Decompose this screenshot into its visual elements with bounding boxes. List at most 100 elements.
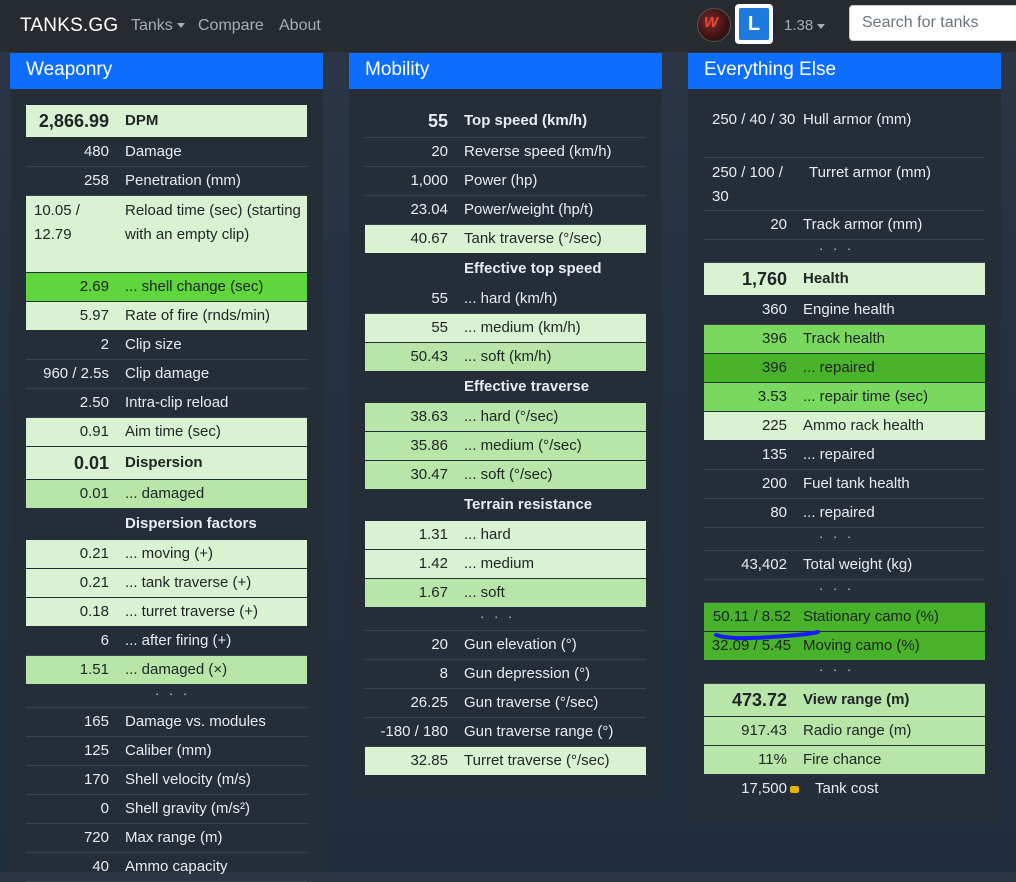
stat-label: Aim time (sec) [125, 423, 221, 440]
stat-value: 32.85 [410, 752, 448, 769]
version-dropdown[interactable]: 1.38 [784, 17, 826, 34]
stat-label: DPM [125, 112, 159, 129]
stat-label: · · · [155, 686, 191, 701]
stat-value: 396 [761, 359, 787, 376]
stat-row: 1,760 Health [704, 263, 985, 296]
nav-tanks-dropdown[interactable]: Tanks [131, 17, 185, 35]
mobility-rows: 55 Top speed (km/h) 20 Reverse speed (km/h… [365, 105, 646, 776]
stat-row: 0.21 ... moving (+) [26, 540, 307, 569]
tank-cost-value: 17,500 [741, 780, 787, 797]
stat-value [365, 608, 464, 630]
stat-value: 0.21 [79, 574, 109, 591]
stat-value: 0.21 [79, 545, 109, 562]
stat-row: 250 / 40 / 30 Hull armor (mm) [704, 105, 985, 158]
stat-label: Fire chance [803, 751, 882, 768]
everything-else-rows: 250 / 40 / 30 Hull armor (mm) 250 / 100 /… [704, 105, 985, 804]
expand-more-row[interactable]: · · · [26, 685, 307, 708]
stat-value: 917.43 [741, 722, 787, 739]
stat-value: 3.53 [757, 388, 787, 405]
stat-label: · · · [480, 609, 516, 624]
stat-row: 32.85 Turret traverse (°/sec) [365, 747, 646, 776]
expand-more-row[interactable]: · · · [704, 661, 985, 684]
brand-logo[interactable]: TANKS.GG [20, 15, 119, 36]
stat-value: 38.63 [410, 408, 448, 425]
stat-label: Total weight (kg) [803, 556, 913, 573]
stat-value [26, 509, 125, 540]
stat-row: 258 Penetration (mm) [26, 167, 307, 196]
stat-value: 225 [761, 417, 787, 434]
stat-row: 50.43 ... soft (km/h) [365, 343, 646, 372]
stat-label: Intra-clip reload [125, 394, 229, 411]
stat-value: 50.43 [410, 348, 448, 365]
stat-label: Tank cost [815, 780, 879, 797]
everything-else-header: Everything Else [688, 53, 1001, 89]
expand-more-row[interactable]: · · · [704, 240, 985, 263]
stat-label: Gun traverse range (°) [464, 723, 614, 740]
stat-label: · · · [819, 241, 855, 256]
nav-compare[interactable]: Compare [198, 17, 264, 34]
stat-value: 10.05 / 12.79 [34, 202, 80, 243]
stat-row: 32.09 / 5.45 Moving camo (%) [704, 632, 985, 661]
stat-value: 125 [83, 742, 109, 759]
stat-row: 917.43 Radio range (m) [704, 717, 985, 746]
expand-more-row[interactable]: · · · [704, 528, 985, 551]
stat-label: Radio range (m) [803, 722, 912, 739]
stat-row: 396 Track health [704, 325, 985, 354]
language-badge-label: L [739, 8, 769, 40]
stat-row: 360 Engine health [704, 296, 985, 325]
everything-else-panel: Everything Else 250 / 40 / 30 Hull armor … [688, 53, 1001, 822]
stat-row: 26.25 Gun traverse (°/sec) [365, 689, 646, 718]
stat-value: 250 / 100 / 30 [712, 164, 783, 205]
stat-label: · · · [819, 662, 855, 677]
stat-row: 23.04 Power/weight (hp/t) [365, 196, 646, 225]
stat-row: 40.67 Tank traverse (°/sec) [365, 225, 646, 254]
stat-row: 2.69 ... shell change (sec) [26, 273, 307, 302]
stat-label: Power/weight (hp/t) [464, 201, 594, 218]
expand-more-row[interactable]: · · · [365, 608, 646, 631]
stat-label: Shell velocity (m/s) [125, 771, 251, 788]
stat-row: 1.51 ... damaged (×) [26, 656, 307, 685]
stat-value: 8 [439, 665, 448, 682]
stat-value: 55 [431, 319, 448, 336]
stat-row: 50.11 / 8.52 Stationary camo (%) [704, 603, 985, 632]
nav-about[interactable]: About [279, 17, 321, 34]
stat-label: ... repaired [803, 446, 875, 463]
stat-value: 360 [761, 301, 787, 318]
stat-row: 11% Fire chance [704, 746, 985, 775]
stat-row: 0.01 ... damaged [26, 480, 307, 509]
weaponry-panel: Weaponry 2,866.99 DPM 480 Damage 258 Penetr… [10, 53, 323, 882]
nav-tanks-label: Tanks [131, 17, 173, 34]
stat-label: Hull armor (mm) [803, 111, 912, 128]
section-heading: Terrain resistance [365, 490, 646, 521]
stat-row: 8 Gun depression (°) [365, 660, 646, 689]
stat-row: 1.31 ... hard [365, 521, 646, 550]
stat-value: 50.11 / 8.52 [712, 608, 791, 625]
stat-value: 20 [431, 143, 448, 160]
expand-more-row[interactable]: · · · [704, 580, 985, 603]
language-badge[interactable]: L [735, 4, 773, 44]
stat-label: ... shell change (sec) [125, 278, 264, 295]
stat-value: 5.97 [79, 307, 109, 324]
stat-row: 5.97 Rate of fire (rnds/min) [26, 302, 307, 331]
stat-label: Dispersion [125, 454, 203, 471]
wargaming-logo-icon[interactable]: W [697, 8, 731, 42]
stat-row: 0 Shell gravity (m/s²) [26, 795, 307, 824]
stat-value: 55 [427, 111, 448, 131]
stat-value: 32.09 / 5.45 [711, 637, 791, 654]
stat-row: 0.18 ... turret traverse (+) [26, 598, 307, 627]
stat-row: 0.01 Dispersion [26, 447, 307, 480]
stat-label: ... hard [464, 526, 511, 543]
stat-value: 6 [100, 632, 109, 649]
search-input[interactable] [849, 5, 1016, 41]
stat-value [365, 372, 464, 403]
stat-row: 40 Ammo capacity [26, 853, 307, 882]
stat-label: · · · [819, 581, 855, 596]
stat-label: Track armor (mm) [803, 216, 923, 233]
stat-label: ... damaged (×) [125, 661, 228, 678]
stat-label: · · · [819, 529, 855, 544]
weaponry-rows: 2,866.99 DPM 480 Damage 258 Penetration (mm… [26, 105, 307, 882]
stat-label: Gun depression (°) [464, 665, 591, 682]
mobility-panel: Mobility 55 Top speed (km/h) 20 Reverse sp… [349, 53, 662, 798]
stat-value: 43,402 [741, 556, 787, 573]
stat-value: 0.01 [79, 485, 109, 502]
